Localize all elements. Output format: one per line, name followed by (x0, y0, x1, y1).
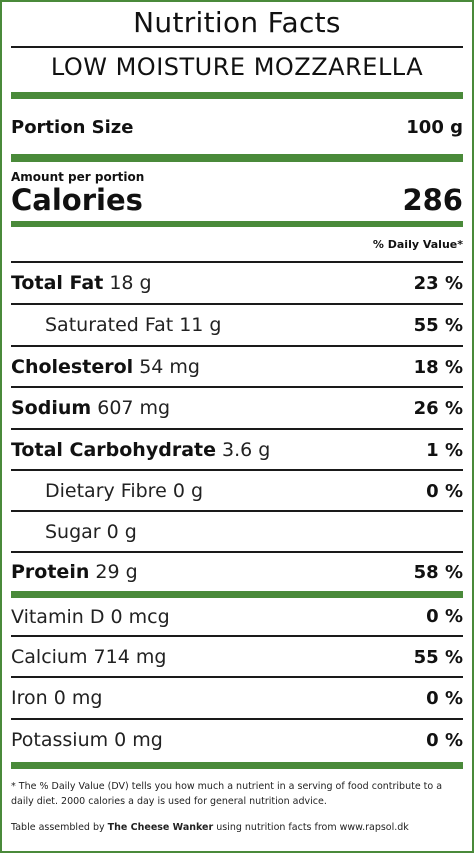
nutrient-row-saturated-fat: Saturated Fat 11 g 55 % (11, 306, 463, 344)
label-title: Nutrition Facts (133, 6, 341, 39)
amount-per-portion: Amount per portion (11, 170, 145, 184)
divider (11, 718, 463, 720)
divider (11, 46, 463, 48)
vitamin-row-potassium: Potassium 0 mg 0 % (11, 721, 463, 759)
credit-author: The Cheese Wanker (107, 822, 214, 833)
nutrient-row-cholesterol: Cholesterol 54 mg 18 % (11, 348, 463, 386)
nutrient-dv: 55 % (413, 314, 463, 336)
divider (11, 551, 463, 553)
nutrient-amount: 18 g (109, 272, 152, 294)
daily-value-header: % Daily Value* (372, 238, 463, 251)
nutrient-name: Protein (11, 561, 90, 583)
divider-thick (11, 762, 463, 769)
vitamin-row-vitamin-d: Vitamin D 0 mcg 0 % (11, 598, 463, 635)
vitamin-name: Vitamin D (11, 605, 105, 628)
credit-suffix: using nutrition facts from www.rapsol.dk (216, 822, 409, 833)
vitamin-amount: 714 mg (93, 646, 167, 668)
nutrient-amount: 54 mg (139, 356, 200, 378)
nutrient-amount: 29 g (95, 561, 138, 583)
nutrient-amount: 0 g (106, 521, 137, 543)
divider (11, 345, 463, 347)
portion-row: Portion Size 100 g (11, 110, 463, 144)
vitamin-row-calcium: Calcium 714 mg 55 % (11, 638, 463, 676)
nutrient-row-sodium: Sodium 607 mg 26 % (11, 389, 463, 427)
divider (11, 469, 463, 471)
nutrient-amount: 11 g (179, 314, 222, 336)
nutrient-name: Total Carbohydrate (11, 439, 216, 461)
nutrient-dv: 0 % (426, 480, 463, 502)
nutrient-name: Dietary Fibre (45, 480, 167, 502)
calories-value: 286 (402, 183, 463, 217)
nutrient-name: Total Fat (11, 272, 104, 294)
nutrient-name: Saturated Fat (45, 314, 174, 336)
product-name: LOW MOISTURE MOZZARELLA (50, 53, 424, 81)
nutrient-row-total-carbohydrate: Total Carbohydrate 3.6 g 1 % (11, 431, 463, 469)
divider (11, 428, 463, 430)
nutrient-name: Sugar (45, 521, 101, 543)
footnote: * The % Daily Value (DV) tells you how m… (11, 781, 443, 807)
vitamin-amount: 0 mg (53, 687, 103, 709)
nutrient-row-dietary-fibre: Dietary Fibre 0 g 0 % (11, 472, 463, 510)
vitamin-dv: 0 % (426, 606, 463, 627)
nutrient-dv: 18 % (413, 356, 463, 378)
credit-line: Table assembled by The Cheese Wanker usi… (11, 822, 463, 833)
vitamin-amount: 0 mcg (110, 605, 170, 628)
nutrient-dv: 1 % (426, 439, 463, 461)
divider-thick (11, 92, 463, 99)
nutrient-amount: 3.6 g (222, 439, 271, 461)
vitamin-row-iron: Iron 0 mg 0 % (11, 679, 463, 717)
nutrient-dv: 26 % (413, 397, 463, 419)
nutrient-row-total-fat: Total Fat 18 g 23 % (11, 264, 463, 302)
divider (11, 676, 463, 678)
calories-label: Calories (11, 183, 143, 217)
nutrient-row-protein: Protein 29 g 58 % (11, 554, 463, 590)
nutrient-row-sugar: Sugar 0 g (11, 513, 463, 551)
vitamin-dv: 0 % (426, 687, 463, 709)
divider (11, 386, 463, 388)
credit-prefix: Table assembled by (11, 822, 105, 833)
nutrient-amount: 0 g (172, 480, 204, 502)
vitamin-name: Calcium (11, 646, 88, 668)
nutrient-name: Sodium (11, 397, 92, 419)
divider-thick (11, 221, 463, 227)
nutrient-amount: 607 mg (97, 397, 171, 419)
vitamin-amount: 0 mg (114, 729, 163, 751)
portion-label: Portion Size (11, 116, 134, 138)
nutrient-dv: 58 % (413, 561, 463, 583)
divider (11, 261, 463, 263)
vitamin-name: Iron (11, 687, 48, 709)
vitamin-dv: 55 % (413, 646, 463, 668)
vitamin-dv: 0 % (426, 729, 463, 751)
portion-value: 100 g (406, 116, 463, 138)
nutrient-dv: 23 % (413, 272, 463, 294)
calories-row: Calories 286 (11, 182, 463, 218)
nutrient-name: Cholesterol (11, 356, 134, 378)
divider (11, 303, 463, 305)
divider (11, 635, 463, 637)
divider (11, 510, 463, 512)
divider-thick (11, 591, 463, 598)
vitamin-name: Potassium (11, 729, 109, 751)
divider-thick (11, 154, 463, 162)
